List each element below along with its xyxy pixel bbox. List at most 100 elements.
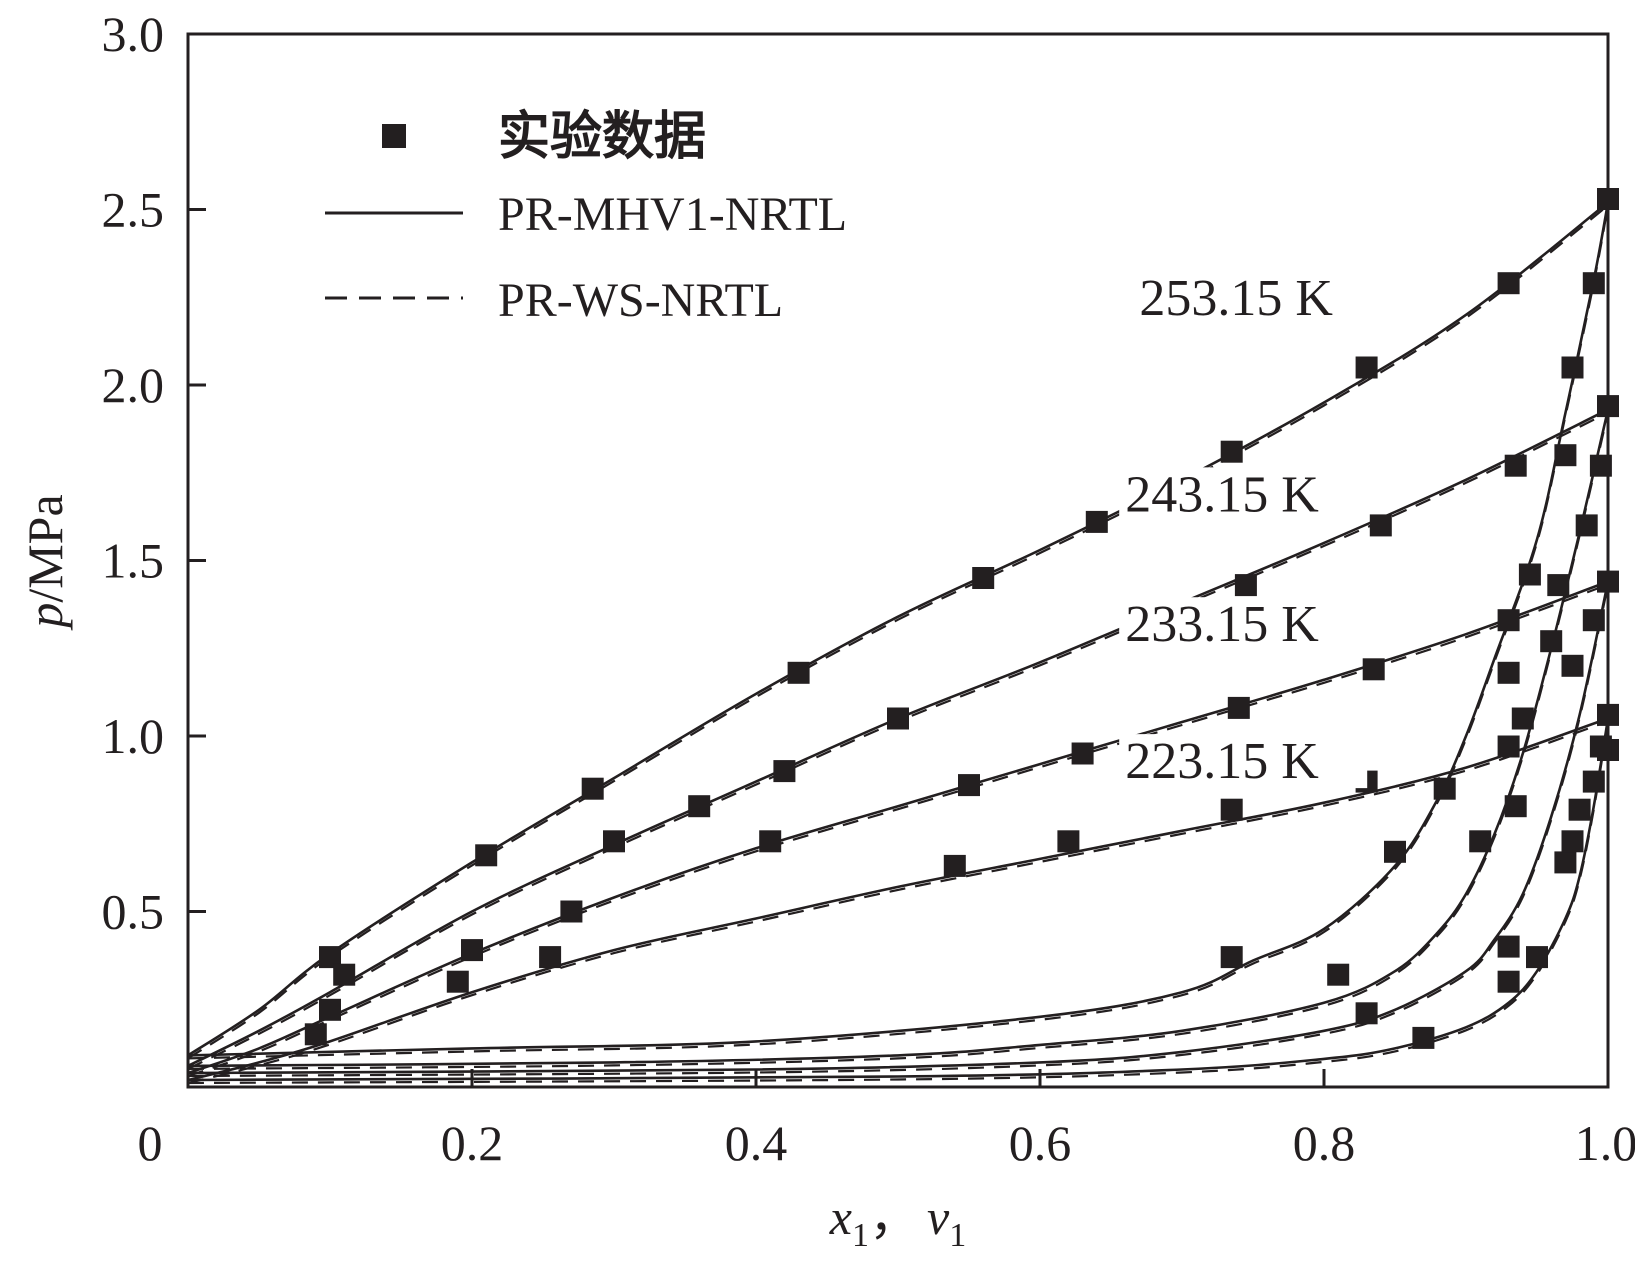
- dew-curve-ws-23315: [187, 584, 1610, 1078]
- data-point-22315: [1497, 970, 1520, 993]
- data-point-23315: [560, 900, 583, 923]
- isotherm-label: 253.15 K: [1139, 270, 1333, 327]
- data-point-22315: [943, 854, 966, 877]
- data-point-24315: [1469, 830, 1492, 853]
- dew-curve-ws-25315: [187, 205, 1610, 1060]
- data-point-24315: [1369, 514, 1392, 537]
- bubble-curve-mhv1-25315: [187, 201, 1609, 1057]
- data-point-22315: [539, 946, 562, 969]
- data-point-24315: [1540, 630, 1563, 653]
- x-tick-label: 0.8: [1293, 1115, 1356, 1171]
- isotherm-label-bg: [1119, 734, 1368, 789]
- dew-curve-ws-24315: [187, 412, 1610, 1070]
- x-tick-label: 0.2: [441, 1115, 504, 1171]
- data-point-24315: [1575, 514, 1598, 537]
- isotherm-label: 243.15 K: [1125, 466, 1319, 523]
- data-point-24315: [333, 963, 356, 986]
- data-point-25315: [581, 777, 604, 800]
- data-point-25315: [319, 946, 341, 969]
- data-point-22315: [1412, 1026, 1435, 1049]
- data-point-23315: [1497, 609, 1520, 632]
- dew-curve-ws-22315: [187, 721, 1610, 1085]
- bubble-curve-mhv1-23315: [187, 580, 1609, 1075]
- legend-label-experimental: 实验数据: [498, 107, 706, 167]
- isotherm-label-bg: [1119, 467, 1368, 522]
- data-point-25315: [1384, 840, 1406, 863]
- data-point-25315: [1220, 946, 1243, 969]
- y-tick-label: 2.5: [102, 182, 165, 238]
- x-tick-label: 1.0: [1575, 1115, 1635, 1171]
- data-point-25315: [1433, 777, 1456, 800]
- data-point-23315: [1071, 742, 1094, 765]
- data-point-24315: [773, 760, 796, 783]
- axis-ticks: 0 0.2 0.4 0.6 0.8 1.0 0.5 1.0 1.5 2.0 2.5 3.0: [102, 6, 1635, 1171]
- data-point-23315: [1561, 654, 1584, 677]
- data-point-25315: [1497, 661, 1520, 684]
- legend: 实验数据 PR-MHV1-NRTL PR-WS-NRTL: [325, 107, 847, 327]
- data-point-24315: [688, 795, 711, 818]
- data-point-25315: [972, 567, 995, 589]
- legend-label-mhv1: PR-MHV1-NRTL: [498, 188, 847, 241]
- data-point-22315: [1582, 770, 1605, 793]
- data-point-25315: [319, 998, 341, 1021]
- data-point-25315: [1554, 444, 1577, 467]
- data-point-25315: [1561, 356, 1584, 379]
- data-point-25315: [1582, 272, 1605, 295]
- data-point-25315: [1497, 272, 1520, 295]
- x-tick-label: 0: [138, 1115, 163, 1171]
- y-tick-label: 1.0: [102, 708, 165, 764]
- data-point-25315: [1085, 510, 1108, 533]
- data-point-24315: [603, 830, 625, 853]
- data-point-22315: [1589, 735, 1612, 758]
- y-tick-label: 3.0: [102, 6, 165, 62]
- y-tick-label: 1.5: [102, 533, 165, 589]
- data-point-24315: [461, 939, 483, 962]
- data-point-25315: [475, 844, 498, 867]
- model-curves: [187, 201, 1610, 1085]
- data-point-25315: [1220, 440, 1243, 463]
- data-point-23315: [1511, 707, 1534, 730]
- data-point-22315: [1561, 830, 1584, 853]
- data-point-24315: [1589, 454, 1612, 477]
- data-point-23315: [958, 774, 980, 797]
- x-tick-label: 0.4: [725, 1115, 788, 1171]
- data-point-24315: [1234, 574, 1257, 597]
- experimental-points: [304, 188, 1619, 1049]
- data-point-23315: [1504, 795, 1527, 818]
- bubble-curve-mhv1-22315: [187, 717, 1609, 1082]
- data-point-23315: [1497, 935, 1520, 958]
- data-point-24315: [1547, 574, 1570, 597]
- data-point-22315: [1554, 851, 1577, 874]
- isotherm-label-bg: [1133, 270, 1382, 325]
- y-tick-label: 0.5: [102, 884, 165, 940]
- bubble-curve-mhv1-24315: [187, 408, 1609, 1068]
- isotherm-label-bg: [1119, 597, 1368, 652]
- legend-marker-swatch: [382, 124, 406, 148]
- data-point-22315: [1526, 946, 1548, 969]
- data-point-23315: [1362, 658, 1385, 681]
- data-point-25315: [1355, 356, 1378, 379]
- data-point-22315: [1057, 830, 1080, 853]
- data-point-24315: [887, 707, 909, 730]
- data-point-22315: [1220, 798, 1243, 821]
- data-point-23315: [759, 830, 782, 853]
- data-point-24315: [1504, 454, 1527, 477]
- data-point-24315: [1327, 963, 1350, 986]
- y-tick-label: 2.0: [102, 357, 165, 413]
- dew-curve-mhv1-22315: [187, 718, 1610, 1082]
- bubble-curve-ws-22315: [187, 720, 1609, 1085]
- data-point-23315: [446, 970, 469, 993]
- data-point-23315: [1582, 609, 1605, 632]
- data-point-22315: [1568, 798, 1591, 821]
- x-tick-label: 0.6: [1009, 1115, 1072, 1171]
- data-point-23315: [1227, 696, 1250, 719]
- bubble-curve-ws-24315: [187, 411, 1609, 1070]
- isotherm-label: 233.15 K: [1125, 596, 1319, 653]
- data-point-25315: [1518, 563, 1541, 586]
- bubble-curve-ws-23315: [187, 583, 1609, 1078]
- legend-label-ws: PR-WS-NRTL: [498, 274, 783, 327]
- data-point-24315: [1497, 735, 1520, 758]
- data-point-25315: [787, 661, 810, 684]
- data-point-23315: [304, 1023, 327, 1046]
